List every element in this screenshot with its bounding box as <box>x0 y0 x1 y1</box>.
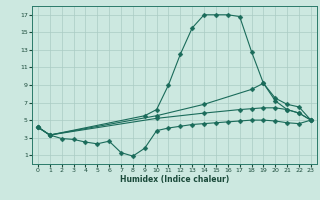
X-axis label: Humidex (Indice chaleur): Humidex (Indice chaleur) <box>120 175 229 184</box>
